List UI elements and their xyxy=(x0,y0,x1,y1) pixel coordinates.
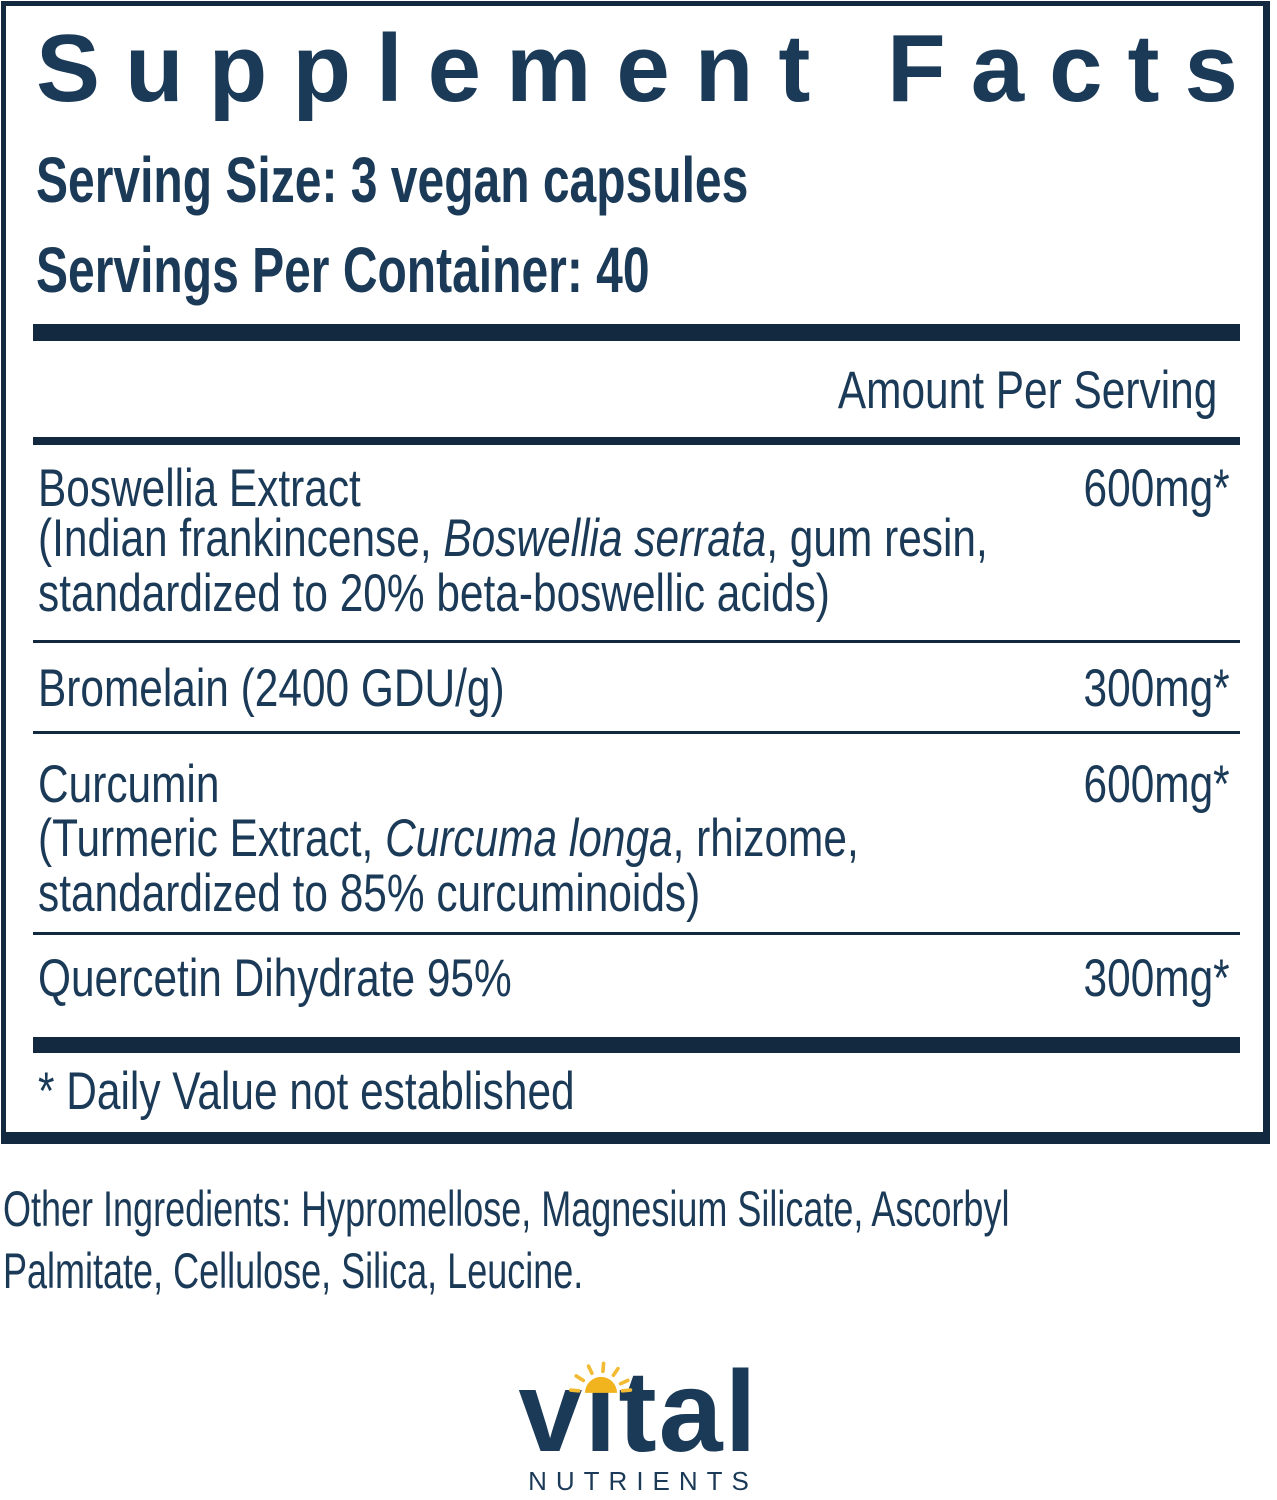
footnote-divider-bar xyxy=(33,1037,1240,1053)
detail-text: , gum resin, xyxy=(766,509,988,568)
detail-text: (Indian frankincense, xyxy=(38,509,444,568)
wordmark-part: v xyxy=(518,1348,585,1476)
brand-tagline: NUTRIENTS xyxy=(528,1466,758,1496)
serving-size: Serving Size: 3 vegan capsules xyxy=(36,144,749,216)
wordmark-i: ı xyxy=(569,1355,633,1470)
ingredient-amount: 600mg* xyxy=(1083,755,1230,814)
brand-wordmark: v ıtal xyxy=(0,1355,1277,1470)
wordmark-part: tal xyxy=(618,1348,759,1476)
ingredient-name: Quercetin Dihydrate 95% xyxy=(38,949,512,1008)
ingredient-detail-line: standardized to 20% beta-boswellic acids… xyxy=(38,564,830,623)
ingredient-amount: 300mg* xyxy=(1083,659,1230,718)
ingredient-detail-line: (Turmeric Extract, Curcuma longa, rhizom… xyxy=(38,811,859,866)
other-ingredients-line: Other Ingredients: Hypromellose, Magnesi… xyxy=(3,1181,1010,1237)
ingredient-amount: 600mg* xyxy=(1083,459,1230,518)
ingredient-name: Bromelain (2400 GDU/g) xyxy=(38,659,505,718)
ingredient-detail: (Indian frankincense, Boswellia serrata,… xyxy=(38,511,988,621)
row-divider xyxy=(33,640,1240,643)
row-divider xyxy=(33,932,1240,935)
sun-icon xyxy=(569,1361,633,1393)
ingredient-detail-line: standardized to 85% curcuminoids) xyxy=(38,864,701,923)
detail-text: (Turmeric Extract, xyxy=(38,809,386,868)
ingredient-detail-line: (Indian frankincense, Boswellia serrata,… xyxy=(38,511,988,566)
ingredient-detail: (Turmeric Extract, Curcuma longa, rhizom… xyxy=(38,811,859,921)
amount-per-serving-header: Amount Per Serving xyxy=(837,361,1217,420)
wordmark-part: ı xyxy=(584,1348,619,1476)
ingredient-name: Curcumin xyxy=(38,755,220,814)
detail-latin-name: Curcuma longa xyxy=(385,809,673,868)
ingredient-name: Boswellia Extract xyxy=(38,459,361,518)
supplement-facts-panel xyxy=(1,1,1270,1144)
panel-title: Supplement Facts xyxy=(36,15,1263,122)
top-divider-bar xyxy=(33,324,1240,341)
other-ingredients-line: Palmitate, Cellulose, Silica, Leucine. xyxy=(3,1243,584,1299)
row-divider xyxy=(33,731,1240,734)
other-ingredients: Other Ingredients: Hypromellose, Magnesi… xyxy=(3,1178,1009,1302)
servings-per-container: Servings Per Container: 40 xyxy=(36,234,650,306)
daily-value-footnote: * Daily Value not established xyxy=(38,1062,575,1121)
header-rule xyxy=(33,437,1240,445)
detail-text: , rhizome, xyxy=(672,809,859,868)
ingredient-amount: 300mg* xyxy=(1083,949,1230,1008)
detail-latin-name: Boswellia serrata xyxy=(443,509,767,568)
